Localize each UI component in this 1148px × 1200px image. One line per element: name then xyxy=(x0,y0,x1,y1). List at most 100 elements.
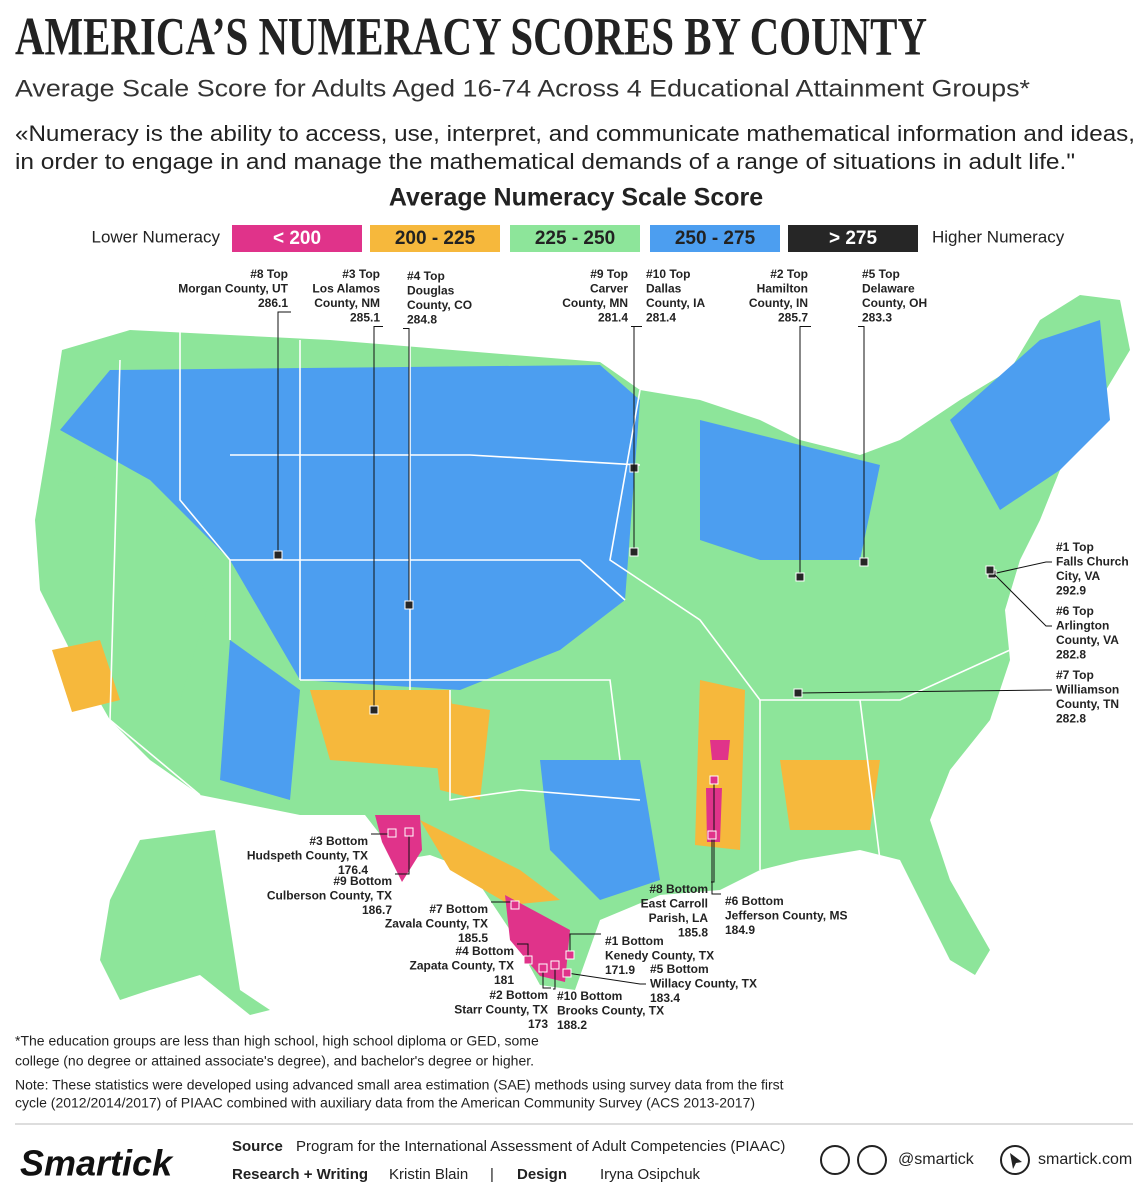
score: 171.9 xyxy=(605,963,635,977)
leader-line xyxy=(373,326,383,710)
instagram-icon[interactable] xyxy=(857,1145,887,1175)
county-name: Falls Church xyxy=(1056,555,1129,569)
leader-line xyxy=(566,972,646,985)
legend-swatch xyxy=(510,225,640,252)
legend-title: Average Numeracy Scale Score xyxy=(389,184,763,212)
quote-line: «Numeracy is the ability to access, use,… xyxy=(15,121,1135,146)
rank: #5 Top xyxy=(862,267,900,281)
county-name: County, CO xyxy=(407,298,472,312)
score: 183.4 xyxy=(650,991,680,1005)
county-marker xyxy=(404,827,414,837)
score: 285.1 xyxy=(350,311,380,325)
county-marker xyxy=(793,688,803,698)
website[interactable]: smartick.com xyxy=(1038,1151,1132,1168)
rank: #3 Bottom xyxy=(309,834,368,848)
score: 282.8 xyxy=(1056,712,1086,726)
leader-line xyxy=(277,311,291,555)
rank: #4 Top xyxy=(407,269,445,283)
state-border xyxy=(300,679,621,761)
note-line: Note: These statistics were developed us… xyxy=(15,1077,784,1093)
county-marker xyxy=(859,557,869,567)
score: 173 xyxy=(528,1017,548,1031)
quote-line: in order to engage in and manage the mat… xyxy=(15,149,1075,174)
state-border xyxy=(230,559,626,601)
twitter-icon[interactable] xyxy=(820,1145,850,1175)
state-border xyxy=(449,690,641,801)
county-name: Arlington xyxy=(1056,619,1109,633)
county-name: Hamilton xyxy=(757,282,808,296)
region xyxy=(505,895,570,982)
region xyxy=(430,700,490,800)
rank: #7 Top xyxy=(1056,668,1094,682)
county-name: East Carroll xyxy=(641,897,708,911)
county-name: Hudspeth County, TX xyxy=(247,849,368,863)
county-name: Morgan County, UT xyxy=(178,282,288,296)
county-name: County, NM xyxy=(314,296,380,310)
leader-line xyxy=(403,328,410,605)
county-marker xyxy=(562,968,572,978)
county-name: Douglas xyxy=(407,284,455,298)
rank: #6 Top xyxy=(1056,604,1094,618)
county-marker xyxy=(985,565,995,575)
region xyxy=(700,420,880,560)
social-handle[interactable]: @smartick xyxy=(898,1151,975,1168)
leader-line xyxy=(799,326,811,577)
rank: #1 Top xyxy=(1056,540,1094,554)
footnote-line: college (no degree or attained associate… xyxy=(15,1053,534,1069)
county-name: Zavala County, TX xyxy=(385,917,488,931)
footnote-line: *The education groups are less than high… xyxy=(15,1033,539,1049)
rank: #1 Bottom xyxy=(605,934,664,948)
score: 281.4 xyxy=(646,311,676,325)
county-name: Zapata County, TX xyxy=(410,959,514,973)
county-marker xyxy=(404,600,414,610)
leader-line xyxy=(553,965,556,990)
region xyxy=(375,815,422,882)
region xyxy=(420,820,560,905)
alaska xyxy=(100,830,270,1015)
county-name: Dallas xyxy=(646,282,682,296)
leader-line xyxy=(542,968,551,989)
county-marker xyxy=(565,950,575,960)
separator: | xyxy=(490,1166,494,1183)
county-name: City, VA xyxy=(1056,569,1101,583)
leader-line xyxy=(633,326,642,552)
score: 185.5 xyxy=(458,931,488,945)
rank: #9 Top xyxy=(590,267,628,281)
leader-line xyxy=(395,832,410,875)
score: 286.1 xyxy=(258,296,288,310)
legend-swatch xyxy=(232,225,362,252)
rank: #10 Bottom xyxy=(557,989,622,1003)
county-name: County, IN xyxy=(749,296,808,310)
design: Iryna Osipchuk xyxy=(600,1166,701,1183)
leader-line xyxy=(858,326,865,562)
region xyxy=(52,640,120,712)
county-marker xyxy=(273,550,283,560)
logo[interactable]: Smartick xyxy=(20,1143,174,1184)
score: 176.4 xyxy=(338,863,368,877)
design-label: Design xyxy=(517,1166,567,1183)
region xyxy=(710,740,730,760)
county-marker xyxy=(523,955,533,965)
county-marker xyxy=(795,572,805,582)
score: 281.4 xyxy=(598,311,628,325)
score: 284.8 xyxy=(407,313,437,327)
region xyxy=(310,690,460,770)
legend-high-label: Higher Numeracy xyxy=(932,227,1065,246)
county-marker xyxy=(550,960,560,970)
rank: #4 Bottom xyxy=(455,944,514,958)
web-icon[interactable] xyxy=(1000,1145,1030,1175)
score: 282.8 xyxy=(1056,648,1086,662)
state-border xyxy=(230,454,641,466)
county-name: Starr County, TX xyxy=(454,1003,548,1017)
score: 285.7 xyxy=(778,311,808,325)
rank: #2 Bottom xyxy=(489,988,548,1002)
rank: #2 Top xyxy=(770,267,808,281)
region xyxy=(540,760,660,900)
county-name: Kenedy County, TX xyxy=(605,949,714,963)
score: 283.3 xyxy=(862,311,892,325)
legend-swatch xyxy=(650,225,780,252)
rank: #8 Bottom xyxy=(649,882,708,896)
region xyxy=(60,365,640,690)
county-marker xyxy=(707,830,717,840)
